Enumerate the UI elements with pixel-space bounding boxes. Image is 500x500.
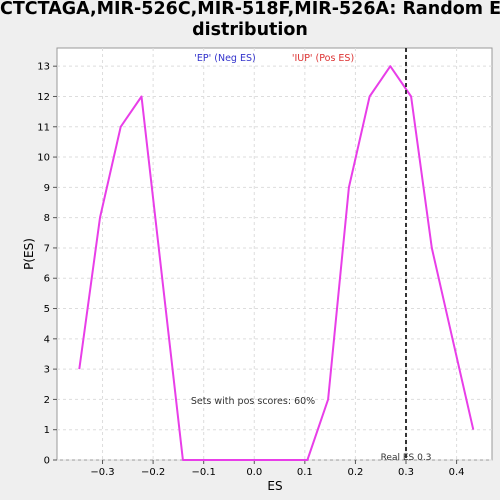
chart-title: CTCTAGA,MIR-526C,MIR-518F,MIR-526A: Rand… [0, 0, 500, 41]
y-tick-label-13: 13 [37, 62, 50, 73]
x-tick-label-2: −0.1 [192, 467, 216, 478]
legend-pos-es: 'IUP' (Pos ES) [292, 53, 354, 64]
y-tick-label-7: 7 [44, 243, 50, 254]
real-es-label: Real ES 0.3 [381, 453, 432, 463]
legend-neg-es: 'EP' (Neg ES) [194, 53, 255, 64]
y-tick-label-0: 0 [44, 456, 50, 467]
x-tick-label-0: −0.3 [90, 467, 114, 478]
y-tick-label-1: 1 [44, 425, 50, 436]
y-tick-label-5: 5 [44, 304, 50, 315]
chart-title-line1: CTCTAGA,MIR-526C,MIR-518F,MIR-526A: Rand… [0, 0, 500, 19]
y-tick-label-3: 3 [44, 365, 50, 376]
y-tick-label-10: 10 [37, 153, 50, 164]
chart-title-line2: distribution [192, 20, 308, 40]
plot-area [56, 47, 493, 461]
x-tick-label-1: −0.2 [141, 467, 165, 478]
marks [78, 48, 475, 461]
x-axis-label: ES [267, 479, 282, 493]
grid [57, 48, 492, 461]
y-tick-label-9: 9 [44, 183, 50, 194]
x-tick-label-3: 0.0 [246, 467, 262, 478]
x-tick-label-6: 0.3 [398, 467, 414, 478]
x-tick-label-4: 0.1 [297, 467, 313, 478]
y-tick-label-2: 2 [44, 395, 50, 406]
y-tick-label-4: 4 [44, 334, 50, 345]
axes: −0.3 −0.2 −0.1 0.0 0.1 0.2 0.3 0.40123456789101… [37, 62, 464, 478]
y-tick-label-11: 11 [37, 122, 50, 133]
y-tick-label-8: 8 [44, 213, 50, 224]
y-tick-label-12: 12 [37, 92, 50, 103]
y-tick-label-6: 6 [44, 274, 50, 285]
x-tick-label-7: 0.4 [449, 467, 465, 478]
x-tick-label-5: 0.2 [347, 467, 363, 478]
series-line-0 [78, 65, 475, 461]
y-axis-label: P(ES) [22, 238, 36, 270]
pos-scores-annotation: Sets with pos scores: 60% [191, 396, 315, 407]
